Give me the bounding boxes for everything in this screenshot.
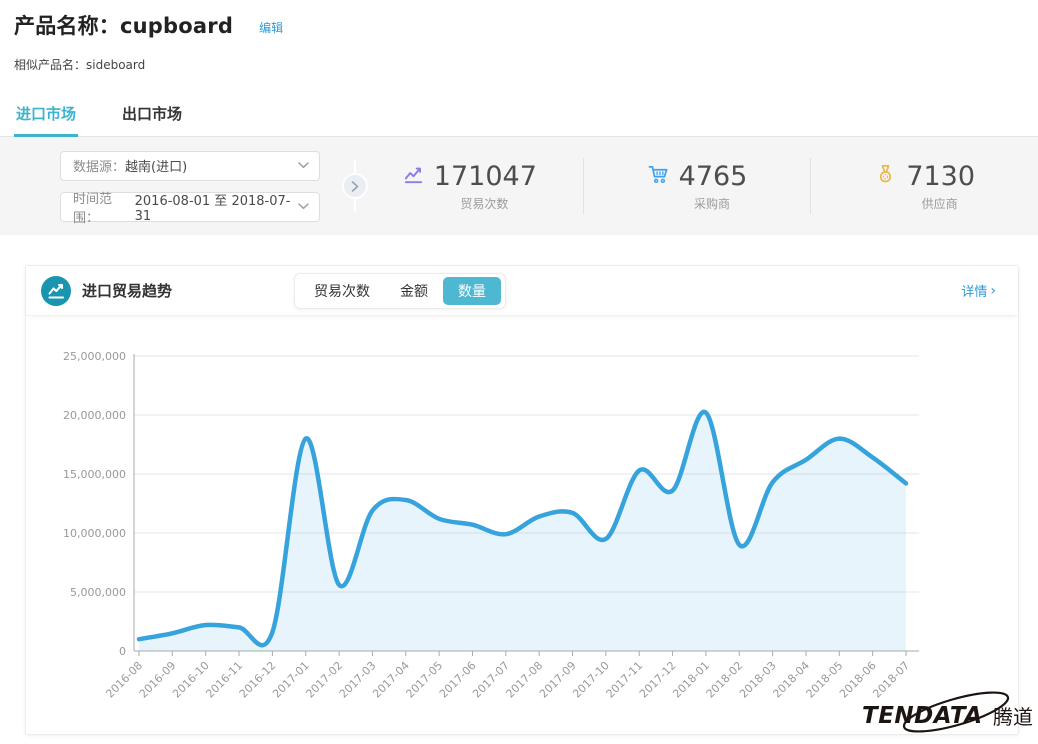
logo-text-cn: 腾道 [993,705,1033,729]
datasource-value: 越南(进口) [125,160,188,175]
stat-trade-count: 171047 贸易次数 [356,161,583,212]
filter-band: 数据源： 越南(进口) 时间范围： 2016-08-01 至 2018-07-3… [0,137,1038,235]
buyers-value: 4765 [678,160,748,192]
logo-text-en: TENDATA [862,703,983,729]
svg-text:5,000,000: 5,000,000 [70,586,126,599]
stats-panel: 171047 贸易次数 4765 采购商 [356,137,1038,235]
svg-text:20,000,000: 20,000,000 [63,409,126,422]
similar-product: 相似产品名：sideboard [14,56,1022,73]
product-name-value: cupboard [120,14,234,38]
tendata-logo: TENDATA 腾道 [860,690,1036,740]
trend-icon [402,163,425,190]
divider [810,158,812,214]
expand-button[interactable] [342,173,368,199]
similar-product-label: 相似产品名： [14,58,87,72]
daterange-value: 2016-08-01 至 2018-07-31 [134,193,291,224]
similar-product-value: sideboard [86,58,146,72]
card-title: 进口贸易趋势 [82,282,173,300]
page-title: 产品名称：cupboard [14,10,233,40]
import-trend-card: 进口贸易趋势 贸易次数 金额 数量 详情 › 0 5,000,000 10,000,0… [25,265,1019,735]
svg-text:15,000,000: 15,000,000 [63,468,126,481]
market-tab-bar: 进口市场 出口市场 [0,95,1038,137]
cart-icon [647,163,670,190]
tab-export-market[interactable]: 出口市场 [122,105,183,123]
svg-text:0: 0 [119,645,126,658]
medal-icon [874,163,897,190]
chevron-right-icon: › [990,282,996,299]
logo-swoosh [902,691,1010,733]
tab-import-market[interactable]: 进口市场 [14,95,79,137]
detail-link[interactable]: 详情 › [961,282,996,301]
toggle-quantity[interactable]: 数量 [443,276,502,305]
daterange-label: 时间范围： [73,191,113,226]
chevron-right-icon [351,180,359,192]
chevron-down-icon [298,203,309,210]
edit-link[interactable]: 编辑 [259,20,284,35]
daterange-dropdown[interactable]: 时间范围： 2016-08-01 至 2018-07-31 [60,191,320,226]
chart-body: 0 5,000,000 10,000,000 15,000,000 20,000,000… [26,316,1020,734]
buyers-label: 采购商 [694,196,731,211]
page-header: 产品名称：cupboard 编辑 相似产品名：sideboard [0,0,1038,73]
datasource-dropdown[interactable]: 数据源： 越南(进口) [60,150,320,181]
stat-buyers: 4765 采购商 [584,161,811,212]
suppliers-label: 供应商 [921,196,958,211]
toggle-trade-count[interactable]: 贸易次数 [314,283,371,300]
trend-chart-icon [41,275,71,306]
metric-toggle-group: 贸易次数 金额 数量 [294,272,507,309]
chevron-down-icon [298,162,309,169]
datasource-label: 数据源： [73,160,126,175]
divider [582,158,584,214]
stat-suppliers: 7130 供应商 [811,161,1038,212]
svg-text:25,000,000: 25,000,000 [63,350,126,363]
trade-count-value: 171047 [433,160,537,192]
toggle-amount[interactable]: 金额 [400,283,429,300]
panel-divider [342,160,368,212]
suppliers-value: 7130 [906,160,976,192]
product-name-label: 产品名称： [14,14,120,38]
card-header: 进口贸易趋势 贸易次数 金额 数量 详情 › [26,266,1018,316]
svg-text:10,000,000: 10,000,000 [63,527,126,540]
trend-area-chart: 0 5,000,000 10,000,000 15,000,000 20,000,000… [63,350,919,701]
trade-count-label: 贸易次数 [460,196,509,211]
